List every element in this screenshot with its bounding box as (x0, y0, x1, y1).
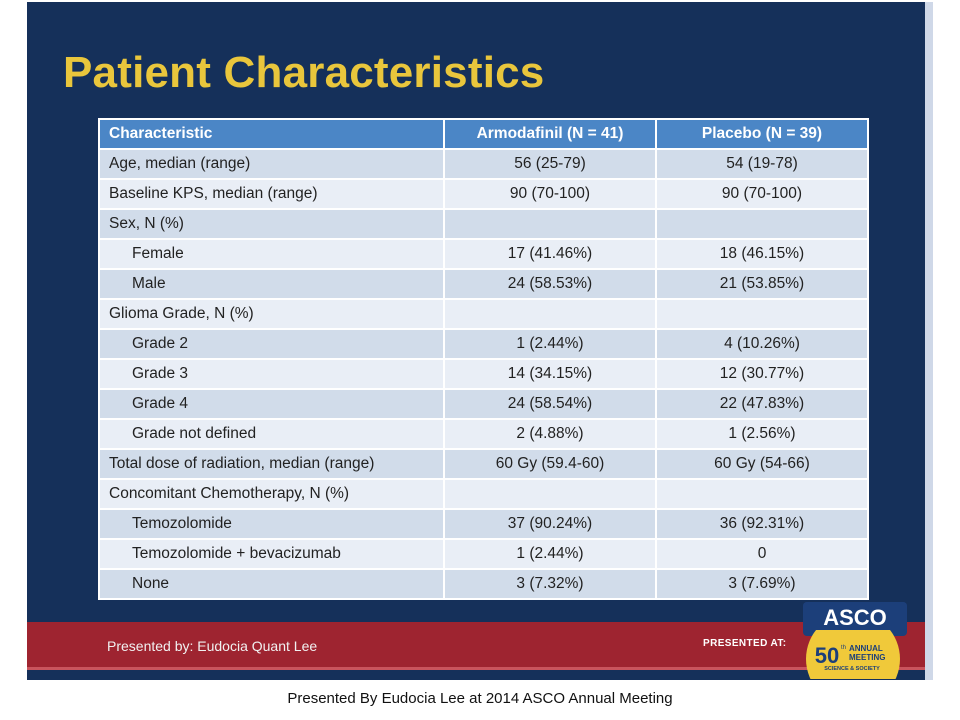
header-armodafinil: Armodafinil (N = 41) (443, 118, 657, 150)
armodafinil-value: 56 (25-79) (443, 148, 657, 180)
armodafinil-value: 24 (58.53%) (443, 268, 657, 300)
table-row: Total dose of radiation, median (range) … (98, 448, 869, 480)
table-row: Grade not defined 2 (4.88%) 1 (2.56%) (98, 418, 869, 450)
placebo-value (655, 478, 869, 510)
table-row: Temozolomide + bevacizumab 1 (2.44%) 0 (98, 538, 869, 570)
patient-characteristics-table: Characteristic Armodafinil (N = 41) Plac… (98, 118, 869, 600)
armodafinil-value: 37 (90.24%) (443, 508, 657, 540)
placebo-value: 54 (19-78) (655, 148, 869, 180)
row-label: Temozolomide + bevacizumab (98, 538, 445, 570)
header-characteristic: Characteristic (98, 118, 445, 150)
placebo-value: 22 (47.83%) (655, 388, 869, 420)
placebo-value (655, 298, 869, 330)
placebo-value (655, 208, 869, 240)
presented-at-label: PRESENTED AT: (703, 638, 787, 649)
armodafinil-value (443, 478, 657, 510)
table-row: Sex, N (%) (98, 208, 869, 240)
row-label: Temozolomide (98, 508, 445, 540)
row-label: Grade 4 (98, 388, 445, 420)
slide-title: Patient Characteristics (63, 48, 545, 97)
table-row: Age, median (range) 56 (25-79) 54 (19-78… (98, 148, 869, 180)
row-label: None (98, 568, 445, 600)
asco-logo-banner-front (803, 602, 907, 630)
row-label: Sex, N (%) (98, 208, 445, 240)
table-row: Glioma Grade, N (%) (98, 298, 869, 330)
table-row: None 3 (7.32%) 3 (7.69%) (98, 568, 869, 600)
armodafinil-value: 17 (41.46%) (443, 238, 657, 270)
row-label: Grade 3 (98, 358, 445, 390)
slide: Patient Characteristics Characteristic A… (27, 2, 933, 680)
header-placebo: Placebo (N = 39) (655, 118, 869, 150)
armodafinil-value: 60 Gy (59.4-60) (443, 448, 657, 480)
table-row: Female 17 (41.46%) 18 (46.15%) (98, 238, 869, 270)
row-label: Baseline KPS, median (range) (98, 178, 445, 210)
placebo-value: 1 (2.56%) (655, 418, 869, 450)
asco-logo-annual: ANNUAL (849, 644, 883, 653)
armodafinil-value: 24 (58.54%) (443, 388, 657, 420)
placebo-value: 18 (46.15%) (655, 238, 869, 270)
table-row: Grade 3 14 (34.15%) 12 (30.77%) (98, 358, 869, 390)
placebo-value: 0 (655, 538, 869, 570)
footer-highlight (27, 667, 933, 670)
armodafinil-value: 3 (7.32%) (443, 568, 657, 600)
armodafinil-value (443, 298, 657, 330)
slide-edge (925, 2, 933, 680)
table-row: Grade 4 24 (58.54%) 22 (47.83%) (98, 388, 869, 420)
armodafinil-value: 14 (34.15%) (443, 358, 657, 390)
placebo-value: 3 (7.69%) (655, 568, 869, 600)
row-label: Concomitant Chemotherapy, N (%) (98, 478, 445, 510)
armodafinil-value (443, 208, 657, 240)
armodafinil-value: 1 (2.44%) (443, 328, 657, 360)
armodafinil-value: 2 (4.88%) (443, 418, 657, 450)
table-row: Grade 2 1 (2.44%) 4 (10.26%) (98, 328, 869, 360)
table-row: Temozolomide 37 (90.24%) 36 (92.31%) (98, 508, 869, 540)
presenter-label: Presented by: Eudocia Quant Lee (107, 638, 318, 654)
row-label: Glioma Grade, N (%) (98, 298, 445, 330)
row-label: Male (98, 268, 445, 300)
placebo-value: 60 Gy (54-66) (655, 448, 869, 480)
footer-bar: Presented by: Eudocia Quant Lee PRESENTE… (27, 622, 933, 670)
armodafinil-value: 90 (70-100) (443, 178, 657, 210)
placebo-value: 36 (92.31%) (655, 508, 869, 540)
caption: Presented By Eudocia Lee at 2014 ASCO An… (287, 690, 673, 707)
placebo-value: 4 (10.26%) (655, 328, 869, 360)
placebo-value: 90 (70-100) (655, 178, 869, 210)
asco-logo-number: 50 (815, 643, 839, 668)
asco-logo-wordmark: ASCO (823, 605, 887, 630)
asco-logo-tagline: SCIENCE & SOCIETY (824, 666, 880, 672)
row-label: Female (98, 238, 445, 270)
table-header-row: Characteristic Armodafinil (N = 41) Plac… (98, 118, 869, 150)
placebo-value: 21 (53.85%) (655, 268, 869, 300)
armodafinil-value: 1 (2.44%) (443, 538, 657, 570)
placebo-value: 12 (30.77%) (655, 358, 869, 390)
table-row: Baseline KPS, median (range) 90 (70-100)… (98, 178, 869, 210)
table-row: Concomitant Chemotherapy, N (%) (98, 478, 869, 510)
row-label: Total dose of radiation, median (range) (98, 448, 445, 480)
asco-logo-meeting: MEETING (849, 653, 885, 662)
asco-logo: ASCO 50 th ANNUAL MEETING SCIENCE & SOCI… (803, 602, 907, 679)
row-label: Grade 2 (98, 328, 445, 360)
row-label: Grade not defined (98, 418, 445, 450)
row-label: Age, median (range) (98, 148, 445, 180)
table-row: Male 24 (58.53%) 21 (53.85%) (98, 268, 869, 300)
asco-logo-superscript: th (841, 645, 846, 651)
